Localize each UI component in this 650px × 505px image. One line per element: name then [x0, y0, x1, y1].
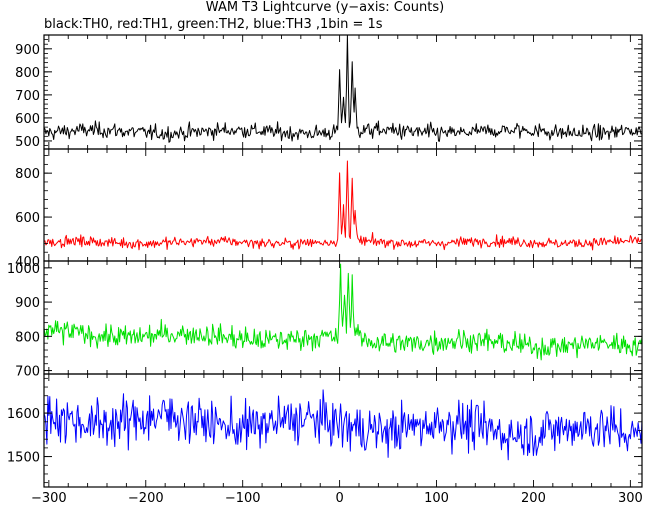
y-tick-label: 700 [15, 89, 40, 104]
y-tick-label: 800 [15, 330, 40, 345]
x-tick-label: −200 [128, 491, 164, 505]
y-tick-label: 1500 [7, 451, 40, 466]
x-tick-label: −300 [31, 491, 67, 505]
series-line-th0 [43, 34, 643, 143]
y-tick-label: 600 [15, 112, 40, 127]
y-tick-label: 900 [15, 43, 40, 58]
chart-subtitle: black:TH0, red:TH1, green:TH2, blue:TH3 … [44, 17, 383, 32]
y-tick-label: 800 [15, 66, 40, 81]
x-tick-label: 300 [618, 491, 643, 505]
y-tick-label: 700 [15, 365, 40, 380]
y-tick-label: 900 [15, 296, 40, 311]
y-tick-label: 1600 [7, 407, 40, 422]
series-line-th3 [43, 389, 643, 461]
y-tick-label: 800 [15, 167, 40, 182]
y-tick-label: 500 [15, 135, 40, 150]
chart-title: WAM T3 Lightcurve (y−axis: Counts) [205, 0, 445, 15]
y-tick-label: 1000 [7, 262, 40, 277]
x-tick-label: 200 [521, 491, 546, 505]
x-tick-label: 0 [335, 491, 343, 505]
x-tick-label: −100 [225, 491, 261, 505]
y-tick-label: 600 [15, 211, 40, 226]
series-line-th1 [43, 160, 643, 251]
x-tick-label: 100 [424, 491, 449, 505]
series-line-th2 [43, 263, 643, 361]
y-tick-label: 400 [15, 255, 40, 270]
